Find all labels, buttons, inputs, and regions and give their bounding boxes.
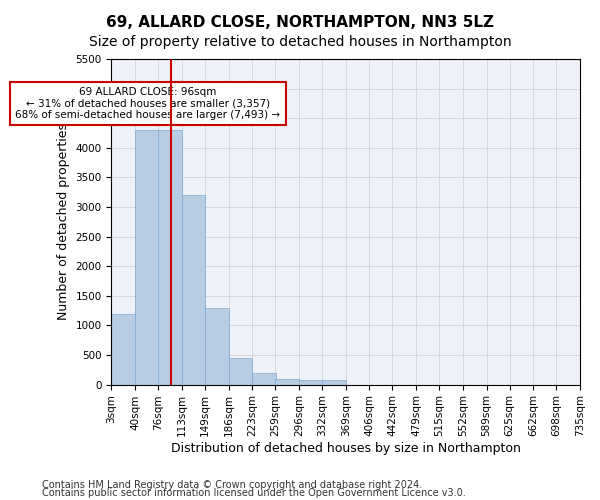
Text: Contains public sector information licensed under the Open Government Licence v3: Contains public sector information licen…: [42, 488, 466, 498]
Bar: [229, 358, 252, 384]
Text: 69 ALLARD CLOSE: 96sqm
← 31% of detached houses are smaller (3,357)
68% of semi-: 69 ALLARD CLOSE: 96sqm ← 31% of detached…: [15, 87, 280, 120]
Bar: [299, 380, 323, 384]
Bar: [158, 130, 182, 384]
Bar: [135, 130, 159, 384]
Bar: [205, 308, 229, 384]
Text: Contains HM Land Registry data © Crown copyright and database right 2024.: Contains HM Land Registry data © Crown c…: [42, 480, 422, 490]
Bar: [182, 195, 205, 384]
Text: 69, ALLARD CLOSE, NORTHAMPTON, NN3 5LZ: 69, ALLARD CLOSE, NORTHAMPTON, NN3 5LZ: [106, 15, 494, 30]
Y-axis label: Number of detached properties: Number of detached properties: [57, 124, 70, 320]
Bar: [112, 314, 135, 384]
X-axis label: Distribution of detached houses by size in Northampton: Distribution of detached houses by size …: [171, 442, 521, 455]
Bar: [252, 373, 276, 384]
Text: Size of property relative to detached houses in Northampton: Size of property relative to detached ho…: [89, 35, 511, 49]
Bar: [275, 378, 299, 384]
Bar: [322, 380, 346, 384]
